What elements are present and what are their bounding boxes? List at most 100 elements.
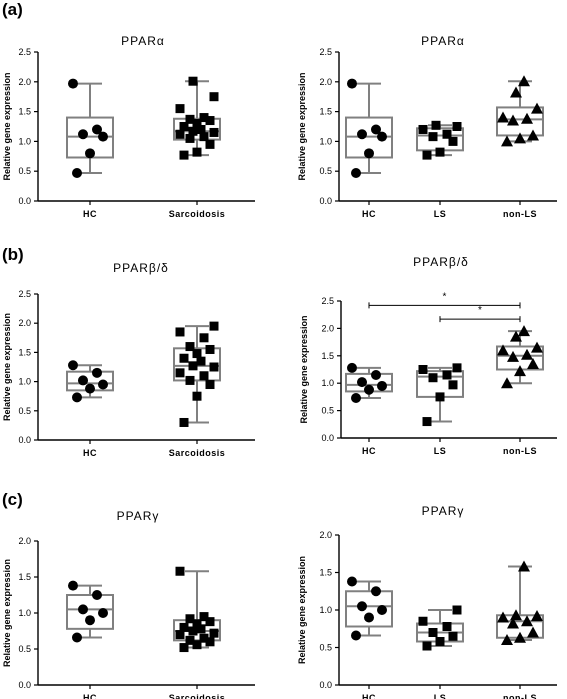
y-axis-label: Relative gene expression bbox=[297, 72, 307, 180]
data-point bbox=[199, 633, 209, 643]
y-tick-label: 0.0 bbox=[18, 680, 31, 690]
x-tick-label: non-LS bbox=[503, 693, 537, 699]
y-tick-label: 0.0 bbox=[319, 196, 332, 206]
data-point bbox=[510, 609, 522, 621]
data-point bbox=[196, 356, 206, 366]
x-tick-label: Sarcoidosis bbox=[169, 693, 226, 699]
chart-title: PPARγ bbox=[422, 504, 465, 518]
data-point bbox=[192, 619, 202, 629]
data-point bbox=[205, 617, 215, 627]
box-non-LS bbox=[496, 75, 544, 147]
data-point bbox=[351, 167, 361, 178]
data-point bbox=[78, 604, 88, 615]
y-tick-label: 1.5 bbox=[18, 572, 31, 582]
data-point bbox=[422, 641, 432, 651]
data-point bbox=[98, 379, 108, 390]
data-point bbox=[199, 113, 209, 123]
chart-b-left: PPARβ/δ 0.0 0.5 1.0 1.5 2.0 2.5 Relative gene e… bbox=[2, 261, 255, 458]
chart-a-left: PPARα 0.0 0.5 1.0 1.5 2.0 2.5 Relative gene exp… bbox=[2, 34, 255, 219]
data-point bbox=[518, 560, 530, 572]
data-point bbox=[501, 135, 513, 147]
data-point bbox=[442, 129, 452, 139]
y-tick-label: 1.5 bbox=[319, 107, 332, 117]
data-point bbox=[435, 147, 445, 157]
data-point bbox=[428, 373, 438, 383]
panel-label-c: (c) bbox=[2, 490, 23, 509]
data-point bbox=[196, 124, 206, 134]
data-point bbox=[371, 124, 381, 135]
data-point bbox=[205, 637, 215, 647]
data-point bbox=[452, 605, 462, 615]
chart-title: PPARβ/δ bbox=[413, 255, 469, 269]
data-point bbox=[452, 363, 462, 373]
x-tick-label: HC bbox=[83, 209, 97, 219]
chart-title: PPARα bbox=[121, 34, 165, 48]
data-point bbox=[452, 122, 462, 131]
data-point bbox=[514, 631, 526, 643]
x-tick-label: LS bbox=[434, 446, 447, 456]
data-point bbox=[188, 126, 198, 136]
chart-title: PPARγ bbox=[117, 509, 160, 523]
data-point bbox=[435, 637, 445, 646]
data-point bbox=[422, 150, 432, 160]
box-iqr bbox=[173, 347, 221, 382]
data-point bbox=[85, 615, 95, 626]
box-LS bbox=[416, 120, 464, 160]
data-point bbox=[357, 129, 367, 140]
data-point bbox=[72, 167, 82, 178]
data-point bbox=[527, 626, 539, 638]
data-point bbox=[209, 628, 219, 638]
data-point bbox=[92, 590, 102, 600]
data-point bbox=[531, 610, 543, 621]
y-tick-label: 2.0 bbox=[319, 530, 332, 540]
box-HC bbox=[345, 78, 393, 178]
y-tick-label: 1.0 bbox=[18, 608, 31, 618]
box-HC bbox=[66, 580, 114, 643]
y-tick-label: 0.5 bbox=[319, 166, 332, 176]
data-point bbox=[428, 132, 438, 142]
box-non-LS bbox=[496, 325, 544, 389]
data-point bbox=[371, 586, 381, 597]
data-point bbox=[175, 566, 185, 576]
data-point bbox=[199, 612, 209, 622]
data-point bbox=[377, 380, 387, 391]
data-point bbox=[205, 116, 215, 126]
data-point bbox=[347, 576, 357, 587]
data-point bbox=[192, 640, 202, 650]
data-point bbox=[192, 119, 202, 129]
y-tick-label: 1.0 bbox=[18, 377, 31, 387]
data-point bbox=[531, 341, 543, 353]
y-tick-label: 0.5 bbox=[18, 644, 31, 654]
y-tick-label: 2.0 bbox=[18, 536, 31, 546]
data-point bbox=[531, 102, 543, 114]
data-point bbox=[442, 370, 452, 380]
chart-c-right: PPARγ 0.0 0.5 1.0 1.5 2.0 Relative gene expres… bbox=[297, 504, 557, 699]
data-point bbox=[196, 624, 206, 634]
box-Sarcoidosis bbox=[173, 566, 221, 653]
data-point bbox=[179, 622, 189, 632]
data-point bbox=[514, 365, 526, 377]
x-tick-label: HC bbox=[362, 693, 376, 699]
data-point bbox=[209, 127, 219, 137]
x-tick-label: HC bbox=[362, 209, 376, 219]
x-tick-label: non-LS bbox=[503, 446, 537, 456]
data-point bbox=[199, 371, 209, 381]
box-HC bbox=[345, 362, 393, 403]
data-point bbox=[431, 120, 441, 130]
data-point bbox=[188, 361, 198, 371]
data-point bbox=[418, 365, 428, 374]
y-tick-label: 1.5 bbox=[18, 107, 31, 117]
data-point bbox=[371, 369, 381, 380]
data-point bbox=[188, 76, 198, 86]
box-HC bbox=[345, 576, 393, 641]
data-point bbox=[422, 417, 432, 427]
data-point bbox=[98, 131, 108, 142]
data-point bbox=[418, 616, 428, 626]
data-point bbox=[192, 349, 202, 359]
box-LS bbox=[416, 605, 464, 651]
data-point bbox=[185, 375, 195, 385]
data-point bbox=[507, 114, 519, 126]
x-tick-label: HC bbox=[83, 448, 97, 458]
chart-a-right: PPARα 0.0 0.5 1.0 1.5 2.0 2.5 Relative gene exp… bbox=[297, 34, 557, 219]
